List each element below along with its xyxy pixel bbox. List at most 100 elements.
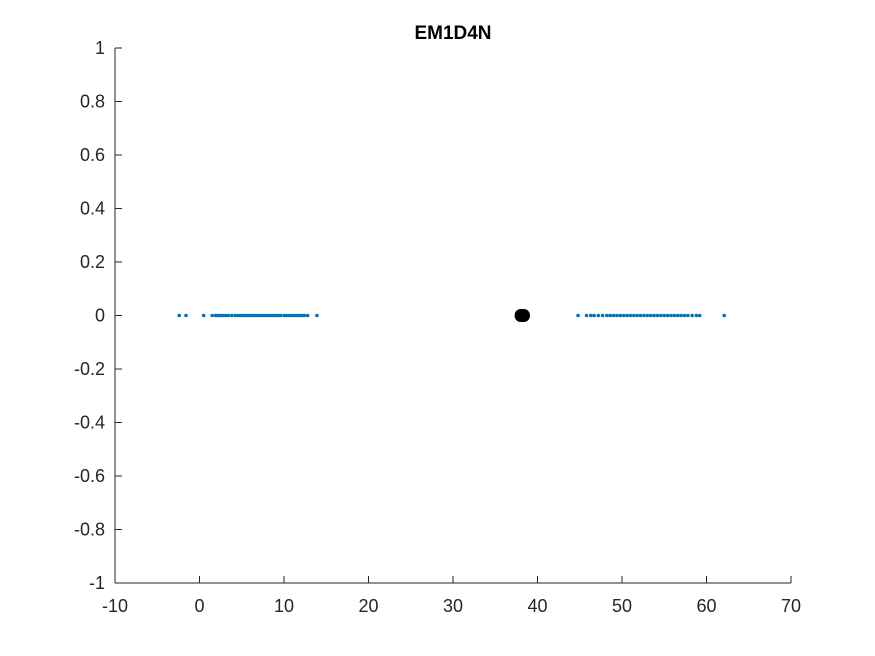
data-point — [722, 313, 727, 318]
data-point — [635, 313, 640, 318]
data-point — [588, 313, 593, 318]
data-point — [672, 313, 677, 318]
data-point — [299, 313, 304, 318]
data-point — [648, 313, 653, 318]
y-tick-label: -0.2 — [74, 359, 105, 379]
data-point — [662, 313, 667, 318]
y-tick-label: -1 — [89, 573, 105, 593]
x-tick-label: -10 — [102, 596, 128, 616]
data-point — [697, 313, 702, 318]
x-tick-label: 50 — [612, 596, 632, 616]
data-point — [655, 313, 660, 318]
data-point — [294, 313, 299, 318]
data-point — [292, 313, 296, 318]
data-point — [273, 313, 278, 318]
data-point — [243, 313, 247, 318]
data-point — [210, 313, 214, 318]
data-point — [221, 313, 225, 318]
y-tick-label: -0.8 — [74, 520, 105, 540]
data-point — [694, 313, 699, 318]
data-point — [665, 313, 670, 318]
y-tick-label: 0.8 — [80, 92, 105, 112]
y-tick-label: -0.6 — [74, 466, 105, 486]
data-point — [284, 313, 289, 318]
data-point — [608, 313, 612, 318]
data-point — [675, 313, 680, 318]
data-point — [235, 313, 240, 318]
x-tick-label: 30 — [443, 596, 463, 616]
data-point — [268, 313, 273, 318]
data-point — [240, 313, 245, 318]
data-point — [628, 313, 633, 318]
data-point — [287, 313, 291, 318]
axes: -10 0 10 20 30 40 50 60 70 -1 -0.8 -0.6 -0.4 -0.2 0 0.2… — [74, 38, 801, 616]
data-point — [278, 313, 283, 318]
data-point — [659, 313, 663, 318]
data-point — [576, 313, 580, 318]
data-point — [266, 313, 270, 318]
data-point-large — [517, 309, 530, 322]
data-point — [256, 313, 260, 318]
data-point — [216, 313, 220, 318]
y-tick-label: 0.6 — [80, 145, 105, 165]
data-point — [263, 313, 268, 318]
data-point — [600, 313, 605, 318]
data-point — [289, 313, 294, 318]
x-tick-label: 10 — [274, 596, 294, 616]
data-point — [679, 313, 683, 318]
data-point — [201, 313, 206, 318]
data-point — [233, 313, 237, 318]
data-point — [645, 313, 650, 318]
data-point — [621, 313, 626, 318]
data-point — [596, 313, 601, 318]
y-tick-label: 1 — [95, 38, 105, 58]
data-point — [638, 313, 643, 318]
x-tick-label: 70 — [781, 596, 801, 616]
x-tick-label: 60 — [696, 596, 716, 616]
data-point — [213, 313, 218, 318]
data-point — [258, 313, 263, 318]
y-tick-label: -0.4 — [74, 413, 105, 433]
x-tick-label: 40 — [527, 596, 547, 616]
data-point — [615, 313, 619, 318]
data-point — [261, 313, 265, 318]
data-point — [238, 313, 242, 318]
data-point — [177, 313, 182, 318]
data-point — [611, 313, 616, 318]
data-point — [184, 313, 188, 318]
data-point — [632, 313, 636, 318]
data-point — [253, 313, 258, 318]
data-point — [642, 313, 646, 318]
y-tick-label: 0.2 — [80, 252, 105, 272]
data-point — [248, 313, 252, 318]
data-point — [271, 313, 275, 318]
data-point — [250, 313, 255, 318]
x-tick-label: 0 — [194, 596, 204, 616]
data-point — [315, 313, 319, 318]
data-point — [584, 313, 589, 318]
data-point — [686, 313, 690, 318]
data-point — [245, 313, 250, 318]
y-tick-label: 0 — [95, 306, 105, 326]
data-point — [604, 313, 609, 318]
data-point — [682, 313, 687, 318]
data-point — [625, 313, 629, 318]
data-point — [669, 313, 673, 318]
data-point — [305, 313, 310, 318]
data-point — [690, 313, 694, 318]
data-point — [218, 313, 223, 318]
data-point — [226, 313, 231, 318]
data-marks — [177, 309, 727, 322]
data-point — [282, 313, 286, 318]
data-point — [229, 313, 234, 318]
data-point — [276, 313, 280, 318]
x-tick-label: 20 — [358, 596, 378, 616]
data-point — [592, 313, 596, 318]
chart-title: EM1D4N — [414, 23, 491, 44]
data-point — [652, 313, 656, 318]
data-point — [297, 313, 302, 318]
data-point — [223, 313, 228, 318]
y-tick-label: 0.4 — [80, 199, 105, 219]
